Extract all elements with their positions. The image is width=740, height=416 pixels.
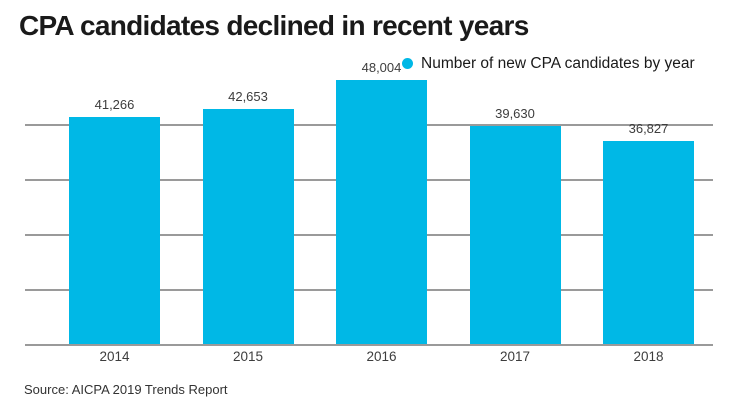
chart-title: CPA candidates declined in recent years: [19, 10, 529, 41]
value-label: 41,266: [94, 97, 135, 113]
bar-2016: [336, 79, 427, 344]
bar-2015: [202, 109, 294, 344]
value-label: 39,630: [495, 106, 535, 122]
x-tick-label: 2018: [633, 349, 664, 364]
x-tick-label: 2015: [232, 349, 264, 364]
value-label: 36,827: [628, 121, 669, 137]
x-axis-line: [25, 344, 713, 346]
bar-2014: [69, 117, 160, 344]
value-label: 42,653: [228, 89, 268, 105]
bar-2018: [603, 141, 694, 344]
legend-dot-icon: [402, 58, 413, 69]
bar-2017: [469, 126, 561, 344]
x-tick-label: 2014: [99, 349, 130, 364]
value-label: 48,004: [361, 59, 402, 75]
x-tick-label: 2016: [366, 349, 397, 364]
x-tick-label: 2017: [499, 349, 531, 364]
legend: Number of new CPA candidates by year: [402, 55, 695, 72]
source-note: Source: AICPA 2019 Trends Report: [24, 382, 228, 397]
legend-label: Number of new CPA candidates by year: [421, 54, 695, 72]
